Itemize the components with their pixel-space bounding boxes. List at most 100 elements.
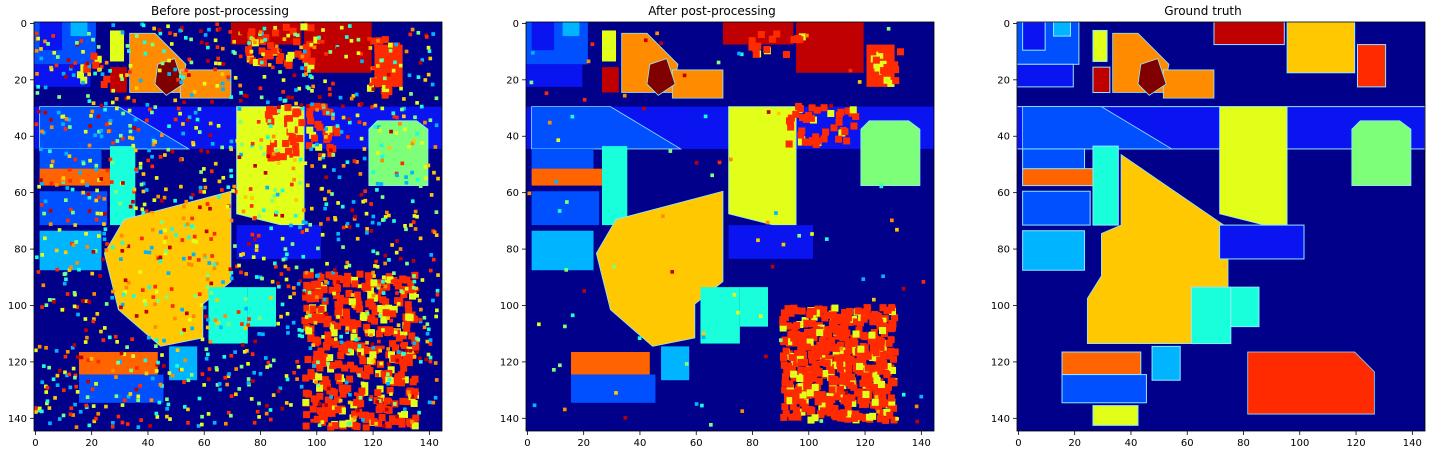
noise-pixel bbox=[317, 402, 322, 406]
noise-pixel bbox=[71, 366, 76, 371]
noise-pixel bbox=[403, 224, 407, 228]
noise-pixel bbox=[410, 419, 414, 424]
noise-pixel bbox=[290, 242, 295, 246]
noise-pixel bbox=[43, 236, 47, 241]
noise-pixel bbox=[87, 99, 92, 103]
noise-pixel bbox=[120, 77, 124, 81]
noise-pixel bbox=[142, 326, 147, 330]
noise-pixel bbox=[175, 364, 179, 368]
noise-pixel bbox=[187, 115, 192, 120]
noise-pixel bbox=[48, 421, 52, 426]
noise-pixel bbox=[166, 402, 171, 407]
noise-pixel bbox=[73, 373, 78, 378]
noise-pixel bbox=[386, 72, 391, 77]
noise-pixel bbox=[194, 239, 198, 244]
noise-pixel bbox=[96, 114, 101, 119]
noise-pixel bbox=[330, 192, 334, 196]
axes-frame bbox=[1016, 21, 1426, 432]
class-region bbox=[1219, 106, 1288, 226]
noise-pixel bbox=[420, 58, 425, 62]
noise-pixel bbox=[292, 149, 300, 157]
noise-pixel bbox=[165, 406, 169, 411]
panel-before: Before post-processing 0 20 40 60 80 100 120 14… bbox=[0, 0, 443, 457]
noise-pixel bbox=[155, 362, 160, 367]
noise-pixel bbox=[122, 398, 127, 403]
noise-pixel bbox=[877, 408, 885, 417]
noise-pixel bbox=[136, 425, 141, 430]
noise-pixel bbox=[422, 315, 427, 320]
noise-pixel bbox=[317, 423, 322, 428]
noise-pixel bbox=[155, 415, 160, 419]
noise-pixel bbox=[52, 300, 56, 304]
noise-pixel bbox=[387, 42, 396, 50]
x-tick-label: 140 bbox=[420, 438, 439, 449]
noise-pixel bbox=[285, 61, 293, 69]
noise-pixel bbox=[554, 179, 559, 184]
noise-pixel bbox=[149, 398, 154, 403]
noise-pixel bbox=[253, 237, 257, 242]
noise-pixel bbox=[332, 268, 337, 272]
noise-pixel bbox=[264, 356, 268, 360]
noise-pixel bbox=[106, 129, 111, 134]
noise-pixel bbox=[72, 343, 77, 347]
noise-pixel bbox=[915, 419, 920, 424]
noise-pixel bbox=[81, 49, 85, 54]
noise-pixel bbox=[90, 387, 95, 392]
noise-pixel bbox=[202, 253, 207, 258]
noise-pixel bbox=[250, 232, 255, 237]
noise-pixel bbox=[820, 104, 828, 112]
noise-pixel bbox=[285, 54, 293, 62]
noise-pixel bbox=[854, 307, 862, 315]
noise-pixel bbox=[203, 185, 208, 190]
noise-pixel bbox=[241, 140, 246, 144]
noise-pixel bbox=[333, 337, 338, 341]
noise-pixel bbox=[329, 145, 337, 153]
y-tick-label: 140 bbox=[500, 414, 519, 425]
noise-pixel bbox=[49, 118, 53, 122]
noise-pixel bbox=[300, 106, 305, 111]
noise-pixel bbox=[582, 97, 587, 102]
noise-pixel bbox=[356, 336, 361, 341]
class-region bbox=[1230, 286, 1260, 328]
noise-pixel bbox=[150, 164, 155, 169]
noise-pixel bbox=[102, 231, 107, 236]
noise-pixel bbox=[138, 78, 143, 83]
noise-pixel bbox=[316, 288, 324, 296]
noise-pixel bbox=[124, 96, 129, 101]
noise-pixel bbox=[305, 326, 310, 331]
noise-pixel bbox=[63, 250, 68, 255]
noise-pixel bbox=[234, 367, 238, 371]
noise-pixel bbox=[80, 299, 85, 303]
noise-pixel bbox=[345, 222, 350, 226]
noise-pixel bbox=[147, 285, 152, 290]
noise-pixel bbox=[386, 77, 394, 85]
noise-pixel bbox=[99, 134, 104, 139]
noise-pixel bbox=[262, 74, 267, 79]
noise-pixel bbox=[312, 398, 320, 406]
noise-pixel bbox=[792, 406, 800, 414]
noise-pixel bbox=[132, 99, 136, 103]
x-tick-label: 40 bbox=[634, 438, 647, 449]
noise-pixel bbox=[277, 284, 281, 289]
noise-pixel bbox=[273, 25, 277, 30]
noise-pixel bbox=[364, 329, 369, 334]
noise-pixel bbox=[347, 348, 352, 353]
noise-pixel bbox=[289, 182, 294, 187]
noise-pixel bbox=[347, 225, 352, 229]
noise-pixel bbox=[102, 237, 107, 242]
class-region bbox=[1061, 374, 1147, 404]
noise-pixel bbox=[323, 79, 327, 84]
noise-pixel bbox=[267, 119, 272, 123]
noise-pixel bbox=[352, 217, 357, 221]
class-region bbox=[601, 30, 617, 62]
class-region bbox=[39, 168, 110, 186]
noise-pixel bbox=[111, 141, 115, 145]
noise-pixel bbox=[423, 176, 428, 181]
noise-pixel bbox=[400, 410, 409, 418]
noise-pixel bbox=[396, 302, 401, 306]
noise-pixel bbox=[244, 297, 248, 301]
noise-pixel bbox=[643, 38, 648, 43]
noise-pixel bbox=[395, 115, 399, 120]
noise-pixel bbox=[338, 384, 346, 392]
noise-pixel bbox=[386, 52, 394, 60]
